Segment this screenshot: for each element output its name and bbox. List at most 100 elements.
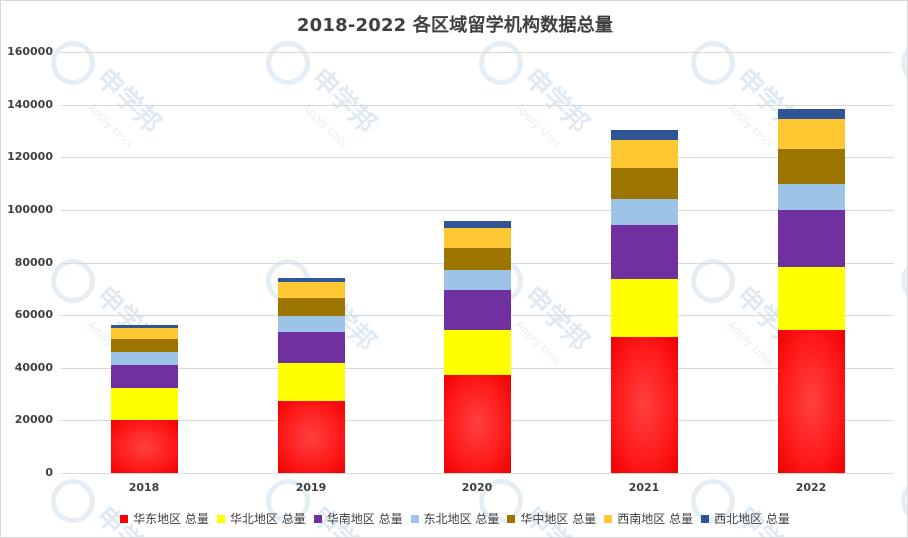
y-tick-label: 20000 xyxy=(14,413,53,426)
watermark-brand: 申学邦 xyxy=(90,63,167,140)
y-tick-label: 120000 xyxy=(7,150,53,163)
x-tick-label: 2018 xyxy=(128,481,160,494)
bar-segment[interactable] xyxy=(443,374,511,473)
legend-item[interactable]: 西南地区 总量 xyxy=(604,510,693,527)
bar-segment[interactable] xyxy=(110,387,178,420)
x-tick-label: 2020 xyxy=(461,481,493,494)
bar-segment[interactable] xyxy=(277,315,345,332)
watermark-sub: Apply Unis xyxy=(512,100,564,151)
bar-segment[interactable] xyxy=(277,298,345,316)
watermark-logo-icon xyxy=(51,41,95,85)
legend-swatch-icon xyxy=(701,514,710,523)
legend-label: 西南地区 总量 xyxy=(617,512,694,526)
bar-segment[interactable] xyxy=(110,339,178,352)
watermark-logo-icon xyxy=(479,41,523,85)
bar-segment[interactable] xyxy=(443,220,511,228)
bar-segment[interactable] xyxy=(110,419,178,473)
bar-segment[interactable] xyxy=(610,167,678,199)
stacked-bar-2018[interactable] xyxy=(110,325,178,473)
watermark-sub: Apply Unis xyxy=(512,318,564,369)
legend-item[interactable]: 华东地区 总量 xyxy=(120,510,209,527)
watermark-brand: 申学邦 xyxy=(518,63,595,140)
legend-label: 华北地区 总量 xyxy=(229,512,306,526)
gridline xyxy=(61,157,894,158)
legend-swatch-icon xyxy=(313,514,322,523)
bar-segment[interactable] xyxy=(443,269,511,290)
watermark-brand: 申学邦 xyxy=(518,281,595,358)
legend-swatch-icon xyxy=(604,514,613,523)
legend-item[interactable]: 华南地区 总量 xyxy=(313,510,403,527)
legend-item[interactable]: 东北地区 总量 xyxy=(410,510,500,527)
watermark-logo-icon xyxy=(691,41,735,85)
legend-swatch-icon xyxy=(216,514,225,523)
bar-segment[interactable] xyxy=(777,183,845,210)
bar-segment[interactable] xyxy=(610,278,678,337)
watermark-sub: Apply Unis xyxy=(724,318,776,369)
legend-label: 华东地区 总量 xyxy=(133,512,209,526)
watermark-logo-icon xyxy=(266,41,310,85)
legend-label: 西北地区 总量 xyxy=(714,512,790,526)
watermark-logo-icon xyxy=(691,259,735,303)
bar-segment[interactable] xyxy=(277,281,345,299)
legend-label: 华南地区 总量 xyxy=(326,512,403,526)
legend-swatch-icon xyxy=(507,514,516,523)
gridline xyxy=(61,52,894,53)
legend-swatch-icon xyxy=(120,514,129,523)
bar-segment[interactable] xyxy=(110,328,178,340)
gridline xyxy=(61,105,894,106)
bar-segment[interactable] xyxy=(777,266,845,330)
bar-segment[interactable] xyxy=(777,108,845,119)
bar-segment[interactable] xyxy=(110,351,178,365)
bar-segment[interactable] xyxy=(610,129,678,140)
stacked-bar-2019[interactable] xyxy=(277,278,345,473)
bar-segment[interactable] xyxy=(443,227,511,248)
bar-segment[interactable] xyxy=(277,331,345,363)
bar-segment[interactable] xyxy=(777,209,845,267)
legend-item[interactable]: 华北地区 总量 xyxy=(216,510,306,527)
y-tick-label: 100000 xyxy=(7,203,53,216)
gridline xyxy=(61,473,894,474)
x-tick-label: 2019 xyxy=(295,481,327,494)
watermark-logo-icon xyxy=(901,41,907,85)
legend-item[interactable]: 华中地区 总量 xyxy=(507,510,596,527)
bar-segment[interactable] xyxy=(610,336,678,473)
bar-segment[interactable] xyxy=(777,329,845,473)
bar-segment[interactable] xyxy=(110,364,178,388)
watermark-logo-icon xyxy=(901,259,907,303)
bar-segment[interactable] xyxy=(277,278,345,282)
chart-title: 2018-2022 各区域留学机构数据总量 xyxy=(296,15,614,36)
bar-segment[interactable] xyxy=(443,247,511,270)
watermark-sub: Apply Unis xyxy=(299,100,351,151)
bar-segment[interactable] xyxy=(610,224,678,279)
stacked-bar-2021[interactable] xyxy=(610,129,678,473)
y-tick-label: 80000 xyxy=(14,256,53,269)
bar-segment[interactable] xyxy=(443,289,511,330)
y-tick-label: 0 xyxy=(45,466,53,479)
bar-segment[interactable] xyxy=(110,325,178,329)
legend-label: 华中地区 总量 xyxy=(520,512,597,526)
x-tick-label: 2022 xyxy=(795,481,827,494)
legend-item[interactable]: 西北地区 总量 xyxy=(701,510,790,527)
bar-segment[interactable] xyxy=(277,363,345,401)
stacked-bar-2022[interactable] xyxy=(777,108,845,473)
watermark-logo-icon xyxy=(51,259,95,303)
bar-segment[interactable] xyxy=(443,329,511,375)
bar-segment[interactable] xyxy=(777,118,845,149)
watermark-sub: Apply Unis xyxy=(724,100,776,151)
bar-segment[interactable] xyxy=(777,148,845,184)
x-tick-label: 2021 xyxy=(628,481,660,494)
bar-segment[interactable] xyxy=(610,139,678,168)
watermark-brand: 申学邦 xyxy=(305,63,382,140)
legend-swatch-icon xyxy=(410,514,419,523)
stacked-bar-2020[interactable] xyxy=(443,220,511,473)
legend-label: 东北地区 总量 xyxy=(423,512,500,526)
bar-segment[interactable] xyxy=(277,400,345,473)
y-tick-label: 160000 xyxy=(7,45,53,58)
bar-segment[interactable] xyxy=(610,198,678,225)
